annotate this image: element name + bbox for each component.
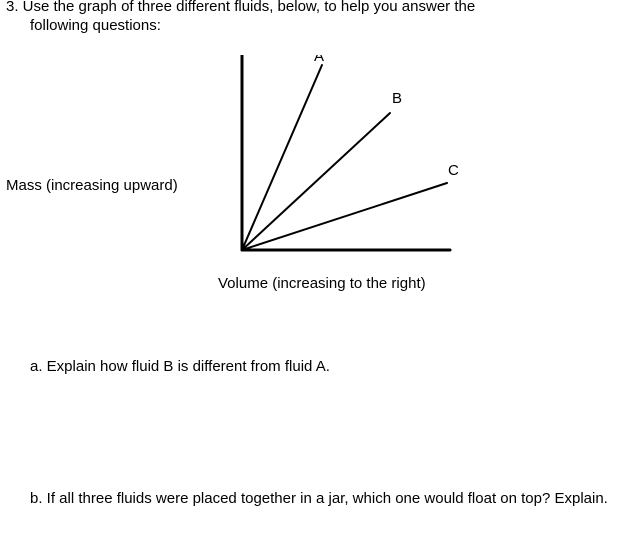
subpart-a: a. Explain how fluid B is different from… xyxy=(30,358,620,375)
stem-line-2: following questions: xyxy=(30,17,161,34)
y-axis-label: Mass (increasing upward) xyxy=(6,177,178,194)
line-label-B: B xyxy=(392,90,402,107)
stem-line-1: 3. Use the graph of three different flui… xyxy=(6,0,636,15)
line-label-C: C xyxy=(448,162,459,179)
line-A xyxy=(242,65,322,250)
line-label-A: A xyxy=(314,55,324,65)
graph-svg: A B C xyxy=(232,55,462,265)
x-axis-label: Volume (increasing to the right) xyxy=(218,275,426,292)
fluids-graph: A B C xyxy=(232,55,462,265)
line-B xyxy=(242,113,390,250)
subpart-b: b. If all three fluids were placed toget… xyxy=(30,490,620,507)
line-C xyxy=(242,183,447,250)
